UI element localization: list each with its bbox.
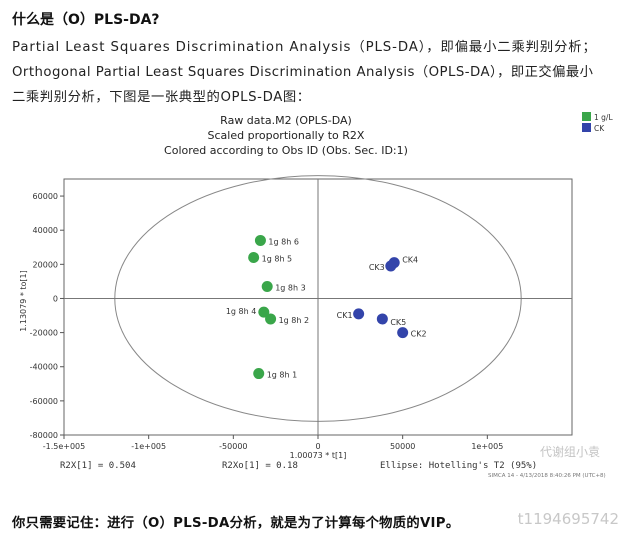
data-point xyxy=(265,313,277,325)
y-tick-label: 40000 xyxy=(33,226,58,235)
chart-watermark: 代谢组小袁 xyxy=(540,444,600,459)
chart-subtitle-1: Scaled proportionally to R2X xyxy=(208,129,365,142)
x-tick-label: 0 xyxy=(315,442,320,451)
y-tick-label: 60000 xyxy=(33,192,58,201)
legend-label: 1 g/L xyxy=(594,113,613,122)
x-tick-label: 50000 xyxy=(390,442,415,451)
x-tick-label: -1e+005 xyxy=(131,442,166,451)
paragraph-line-3: 二乘判别分析，下图是一张典型的OPLS-DA图： xyxy=(12,90,311,105)
data-point-label: 1g 8h 6 xyxy=(268,237,299,246)
paragraph-line-1: Partial Least Squares Discrimination Ana… xyxy=(12,40,597,55)
section-heading: 什么是（O）PLS-DA? xyxy=(12,12,160,28)
paragraph-line-2: Orthogonal Partial Least Squares Discrim… xyxy=(12,65,594,80)
ellipse-note: Ellipse: Hotelling's T2 (95%) xyxy=(380,461,537,471)
data-point-label: CK3 xyxy=(369,263,385,272)
data-point-label: CK2 xyxy=(411,330,427,339)
y-tick-label: 0 xyxy=(53,294,58,303)
data-point xyxy=(397,327,409,339)
y-tick-label: -40000 xyxy=(30,363,58,372)
data-point xyxy=(353,308,365,320)
data-point xyxy=(261,281,273,293)
data-point-label: 1g 8h 3 xyxy=(275,284,306,293)
data-point-label: CK1 xyxy=(337,311,353,320)
chart-subtitle-2: Colored according to Obs ID (Obs. Sec. I… xyxy=(164,144,408,157)
x-tick-label: 1e+005 xyxy=(471,442,503,451)
footer-note: 你只需要记住：进行（O）PLS-DA分析，就是为了计算每个物质的VIP。 xyxy=(12,516,460,531)
x-tick-label: -50000 xyxy=(219,442,247,451)
x-tick-label: -1.5e+005 xyxy=(43,442,86,451)
y-tick-label: -60000 xyxy=(30,397,58,406)
data-point-label: 1g 8h 1 xyxy=(267,371,298,380)
y-tick-label: 20000 xyxy=(33,260,58,269)
data-point xyxy=(254,234,266,246)
legend-swatch xyxy=(582,123,591,132)
data-point-label: 1g 8h 2 xyxy=(279,316,310,325)
y-tick-label: -80000 xyxy=(30,431,58,440)
chart-title: Raw data.M2 (OPLS-DA) xyxy=(220,114,352,127)
r2xo-stat: R2Xo[1] = 0.18 xyxy=(222,461,298,471)
legend-label: CK xyxy=(594,124,605,133)
r2x-stat: R2X[1] = 0.504 xyxy=(60,461,136,471)
data-point-label: 1g 8h 4 xyxy=(226,307,257,316)
bottom-watermark: t1194695742 xyxy=(517,510,619,528)
data-point-label: CK5 xyxy=(390,318,406,327)
opls-da-figure: Raw data.M2 (OPLS-DA) Scaled proportiona… xyxy=(0,106,627,486)
data-point xyxy=(385,260,397,272)
data-point xyxy=(248,252,260,264)
data-point xyxy=(376,313,388,325)
y-axis-label: 1.13079 * to[1] xyxy=(19,270,28,332)
legend-swatch xyxy=(582,112,591,121)
opls-da-score-plot: Raw data.M2 (OPLS-DA) Scaled proportiona… xyxy=(19,112,613,479)
y-tick-label: -20000 xyxy=(30,329,58,338)
data-point-label: 1g 8h 5 xyxy=(262,255,293,264)
software-stamp: SIMCA 14 - 4/13/2018 8:40:26 PM (UTC+8) xyxy=(488,473,606,479)
x-axis-label: 1.00073 * t[1] xyxy=(290,451,347,460)
data-point-label: CK4 xyxy=(402,256,418,265)
data-point xyxy=(253,368,265,380)
data-point xyxy=(258,306,270,318)
